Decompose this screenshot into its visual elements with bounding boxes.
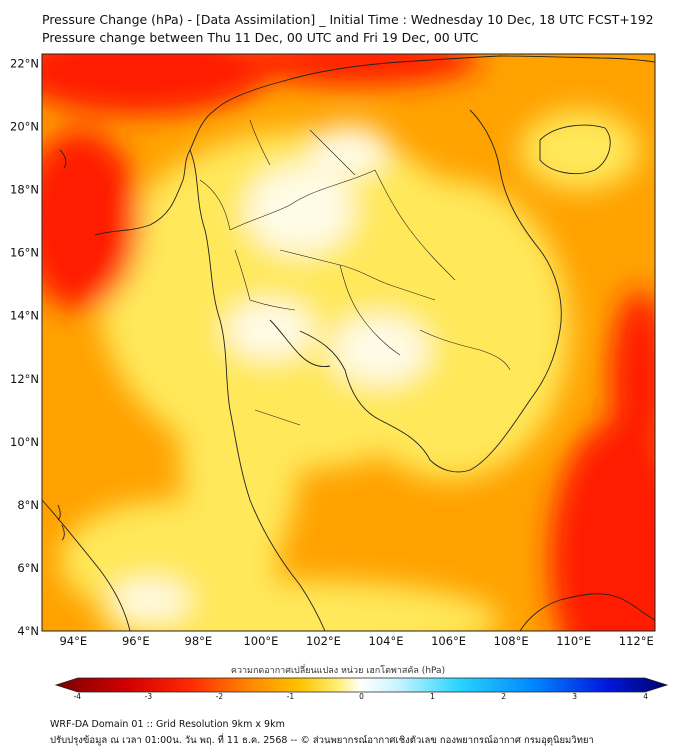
lat-label: 18°N (10, 183, 39, 197)
colorbar-tick-label: 0 (359, 692, 364, 701)
lat-label: 12°N (10, 372, 39, 386)
lon-label: 102°E (306, 634, 341, 648)
colorbar-tick-label: 4 (643, 692, 648, 701)
lat-label: 22°N (10, 56, 39, 70)
colorbar-tick-label: -4 (74, 692, 82, 701)
lon-label: 106°E (431, 634, 466, 648)
colorbar-tick-label: 1 (430, 692, 435, 701)
colorbar-gradient (54, 677, 669, 693)
colorbar: -4 -3 -2 -1 0 1 2 3 4 (54, 677, 669, 701)
map-field (42, 54, 655, 631)
colorbar-tick-label: -3 (145, 692, 153, 701)
lon-label: 94°E (59, 634, 87, 648)
longitude-labels: 94°E 96°E 98°E 100°E 102°E 104°E 106°E 108°E 110… (59, 634, 653, 648)
coastlines (42, 55, 655, 631)
footer-model-info: WRF-DA Domain 01 :: Grid Resolution 9km … (50, 719, 285, 730)
lat-label: 10°N (10, 435, 39, 449)
footer-credit: ปรับปรุงข้อมูล ณ เวลา 01:00น. วัน พฤ. ที… (50, 735, 594, 746)
colorbar-tick-label: 3 (572, 692, 577, 701)
lon-label: 100°E (243, 634, 278, 648)
country-borders (199, 119, 511, 426)
lon-label: 96°E (122, 634, 150, 648)
lon-label: 108°E (494, 634, 529, 648)
colorbar-tick-label: -2 (216, 692, 224, 701)
lat-label: 16°N (10, 246, 39, 260)
colorbar-tick-label: -1 (287, 692, 295, 701)
lon-label: 98°E (185, 634, 213, 648)
lat-label: 8°N (17, 498, 39, 512)
colorbar-tick-label: 2 (501, 692, 506, 701)
chart-subtitle: Pressure change between Thu 11 Dec, 00 U… (42, 30, 479, 45)
lat-label: 4°N (17, 624, 39, 638)
colorbar-ticks: -4 -3 -2 -1 0 1 2 3 4 (74, 692, 649, 701)
map-frame (41, 53, 656, 632)
colorbar-title: ความกดอากาศเปลี่ยนแปลง หน่วย เฮกโตพาสคัล… (230, 666, 446, 676)
chart-title: Pressure Change (hPa) - [Data Assimilati… (42, 12, 654, 27)
latitude-labels: 22°N 20°N 18°N 16°N 14°N 12°N 10°N 8°N 6°N 4°N (10, 56, 39, 638)
pressure-field-blobs (42, 54, 655, 631)
lon-label: 110°E (556, 634, 591, 648)
lat-label: 14°N (10, 309, 39, 323)
lat-label: 20°N (10, 120, 39, 134)
lon-label: 104°E (369, 634, 404, 648)
lon-label: 112°E (619, 634, 654, 648)
lat-label: 6°N (17, 561, 39, 575)
